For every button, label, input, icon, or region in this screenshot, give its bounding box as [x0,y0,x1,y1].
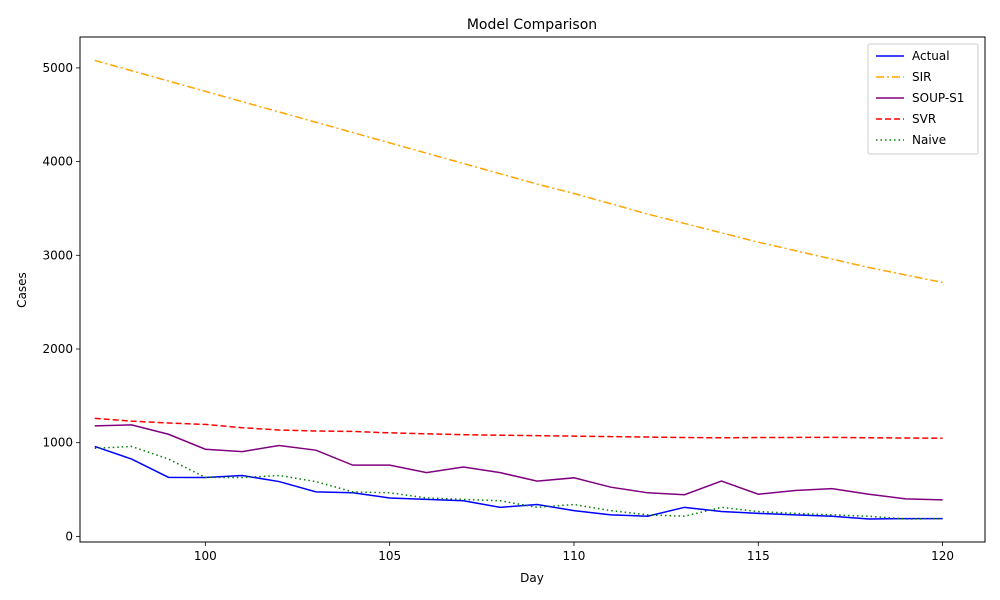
x-tick-label: 120 [931,549,954,563]
series-line-svr [94,417,943,439]
legend-label-sir: SIR [912,70,932,84]
series-layer [94,59,943,520]
y-tick-label: 1000 [42,436,73,450]
series-line-sir [94,59,943,284]
x-tick-label: 110 [563,549,586,563]
legend-label-soup-s1: SOUP-S1 [912,91,964,105]
legend-box [867,43,979,155]
series-line-soup-s1 [94,424,943,501]
y-tick-label: 0 [65,529,73,543]
series-line-actual [94,445,943,520]
x-tick-label: 100 [194,549,217,563]
y-tick-label: 5000 [42,61,73,75]
x-tick-label: 115 [747,549,770,563]
x-tick-label: 105 [378,549,401,563]
legend-label-naive: Naive [912,133,946,147]
legend-label-actual: Actual [912,49,950,63]
series-line-naive [94,445,943,520]
x-axis: 100 105 110 115 120 [194,542,954,563]
chart-title: Model Comparison [467,17,597,33]
y-tick-label: 3000 [42,248,73,262]
x-axis-label: Day [520,571,544,585]
y-axis: 0 1000 2000 3000 4000 5000 [42,61,80,543]
legend: Actual SIR SOUP-S1 SVR Naive [867,43,979,155]
y-axis-label: Cases [15,272,29,308]
y-tick-label: 4000 [42,155,73,169]
y-tick-label: 2000 [42,342,73,356]
legend-label-svr: SVR [912,112,936,126]
plot-frame [79,36,986,543]
